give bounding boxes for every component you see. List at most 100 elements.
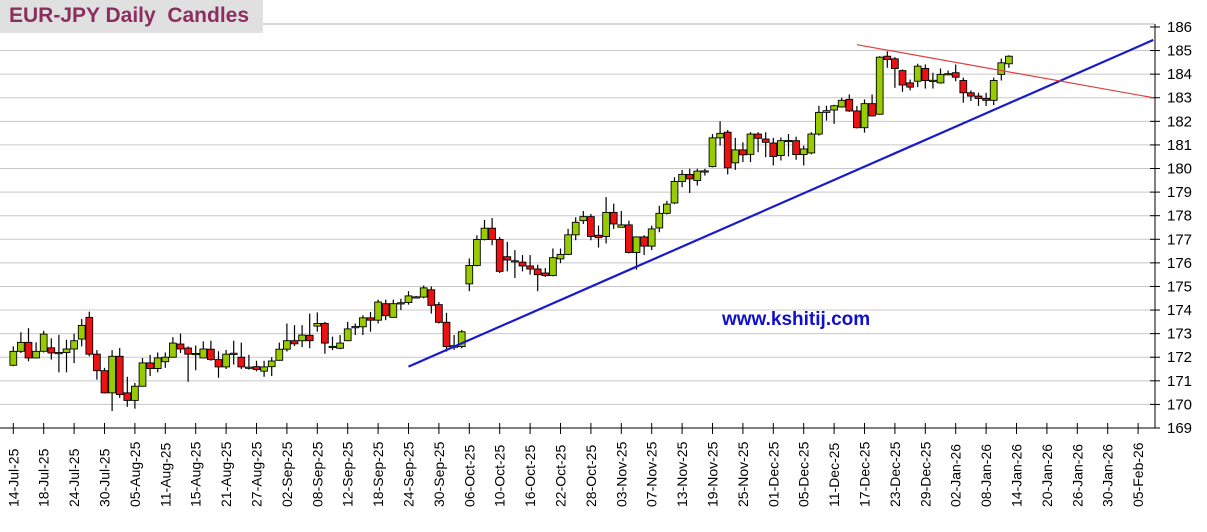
trendlines	[408, 38, 1154, 368]
candle-body-up	[708, 137, 717, 168]
candle	[245, 354, 253, 370]
candle	[161, 352, 170, 368]
candle-body-up	[549, 257, 557, 277]
candle	[549, 248, 557, 277]
candle	[594, 225, 603, 248]
x-tick-label: 23-Dec-25	[887, 441, 903, 507]
candle-body-down	[207, 348, 215, 361]
candle-body-down	[237, 356, 246, 368]
candle	[974, 92, 983, 106]
candle-body-down	[321, 323, 329, 344]
candle-body-down	[305, 334, 314, 342]
y-tick-label: 186	[1167, 19, 1192, 36]
candle	[837, 97, 846, 108]
y-tick-label: 179	[1167, 184, 1192, 201]
y-tick-label: 170	[1167, 396, 1192, 413]
candle	[632, 236, 641, 270]
candle-body-down	[625, 224, 633, 253]
candle-body-down	[739, 149, 747, 156]
candle-body-up	[138, 362, 147, 387]
y-tick-label: 174	[1167, 302, 1192, 319]
candle	[609, 203, 618, 229]
candle	[655, 205, 664, 233]
candle	[731, 137, 740, 170]
candle-body-up	[617, 224, 626, 228]
x-tick-label: 24-Sep-25	[401, 441, 417, 507]
candle	[17, 332, 25, 353]
candle-body-down	[898, 70, 907, 86]
candle-body-down	[100, 370, 109, 394]
candle-body-down	[761, 138, 770, 143]
candle-body-up	[131, 385, 139, 401]
x-tick-label: 10-Oct-25	[492, 445, 508, 507]
candle-body-up	[997, 62, 1006, 75]
support-trendline	[408, 38, 1154, 368]
candle-body-down	[184, 347, 192, 355]
candle	[997, 58, 1006, 81]
candle	[397, 298, 405, 311]
grid-lines	[0, 23, 1155, 405]
y-tick-label: 185	[1167, 43, 1192, 60]
candle	[989, 77, 998, 106]
x-tick-label: 17-Dec-25	[857, 441, 873, 507]
candle	[853, 105, 861, 129]
candle-body-up	[571, 221, 580, 236]
candle	[678, 169, 686, 188]
y-tick-label: 169	[1167, 420, 1192, 437]
candle-body-down	[366, 317, 375, 321]
candle	[518, 255, 527, 272]
x-tick-label: 30-Sep-25	[431, 441, 447, 507]
candle-body-up	[579, 216, 588, 222]
candle-body-up	[245, 366, 253, 369]
candle-body-up	[457, 331, 466, 348]
candle-body-down	[435, 304, 443, 323]
candle-body-up	[17, 341, 25, 352]
candle-body-up	[70, 340, 78, 350]
candle-body-up	[746, 133, 755, 155]
x-tick-label: 15-Aug-25	[188, 441, 204, 507]
candle-body-up	[55, 352, 63, 355]
candle-body-up	[108, 355, 116, 394]
candle-body-down	[146, 362, 154, 370]
candle	[366, 311, 375, 332]
candle	[898, 69, 907, 92]
candles	[9, 51, 1013, 412]
candle	[579, 210, 588, 224]
candle	[85, 311, 94, 357]
candle-body-up	[480, 227, 489, 240]
candle-body-up	[693, 170, 702, 181]
candle	[663, 200, 671, 215]
candle	[176, 333, 185, 353]
candle-body-up	[153, 357, 162, 370]
axes: 169 170 171 172 173 174 175 176 177 178 179 180 181 1…	[0, 19, 1192, 507]
candle	[32, 342, 40, 359]
candle-body-up	[929, 79, 937, 82]
candle	[131, 382, 139, 409]
candle	[511, 250, 519, 278]
candle	[906, 79, 914, 91]
candle	[100, 367, 109, 394]
chart-title-box: EUR-JPY Daily Candles	[0, 0, 263, 33]
x-tick-label: 13-Nov-25	[674, 441, 690, 507]
candle	[237, 342, 246, 370]
x-tick-label: 16-Oct-25	[522, 445, 538, 507]
candle-body-down	[488, 227, 496, 240]
candle-body-up	[169, 342, 177, 358]
x-tick-label: 20-Jan-26	[1039, 444, 1055, 507]
candle	[229, 340, 238, 365]
candle-body-up	[647, 228, 656, 247]
candle-body-down	[123, 392, 132, 401]
candle-body-up	[913, 65, 922, 82]
candle-body-up	[32, 350, 40, 359]
candle	[769, 137, 778, 166]
candle	[359, 315, 367, 336]
y-tick-label: 184	[1167, 66, 1192, 83]
candle-body-down	[883, 55, 892, 60]
candle	[488, 218, 496, 246]
candle	[587, 214, 595, 241]
candle-body-up	[313, 323, 322, 327]
candle-body-down	[959, 80, 968, 94]
candle	[693, 168, 702, 186]
candle-body-up	[556, 253, 565, 260]
